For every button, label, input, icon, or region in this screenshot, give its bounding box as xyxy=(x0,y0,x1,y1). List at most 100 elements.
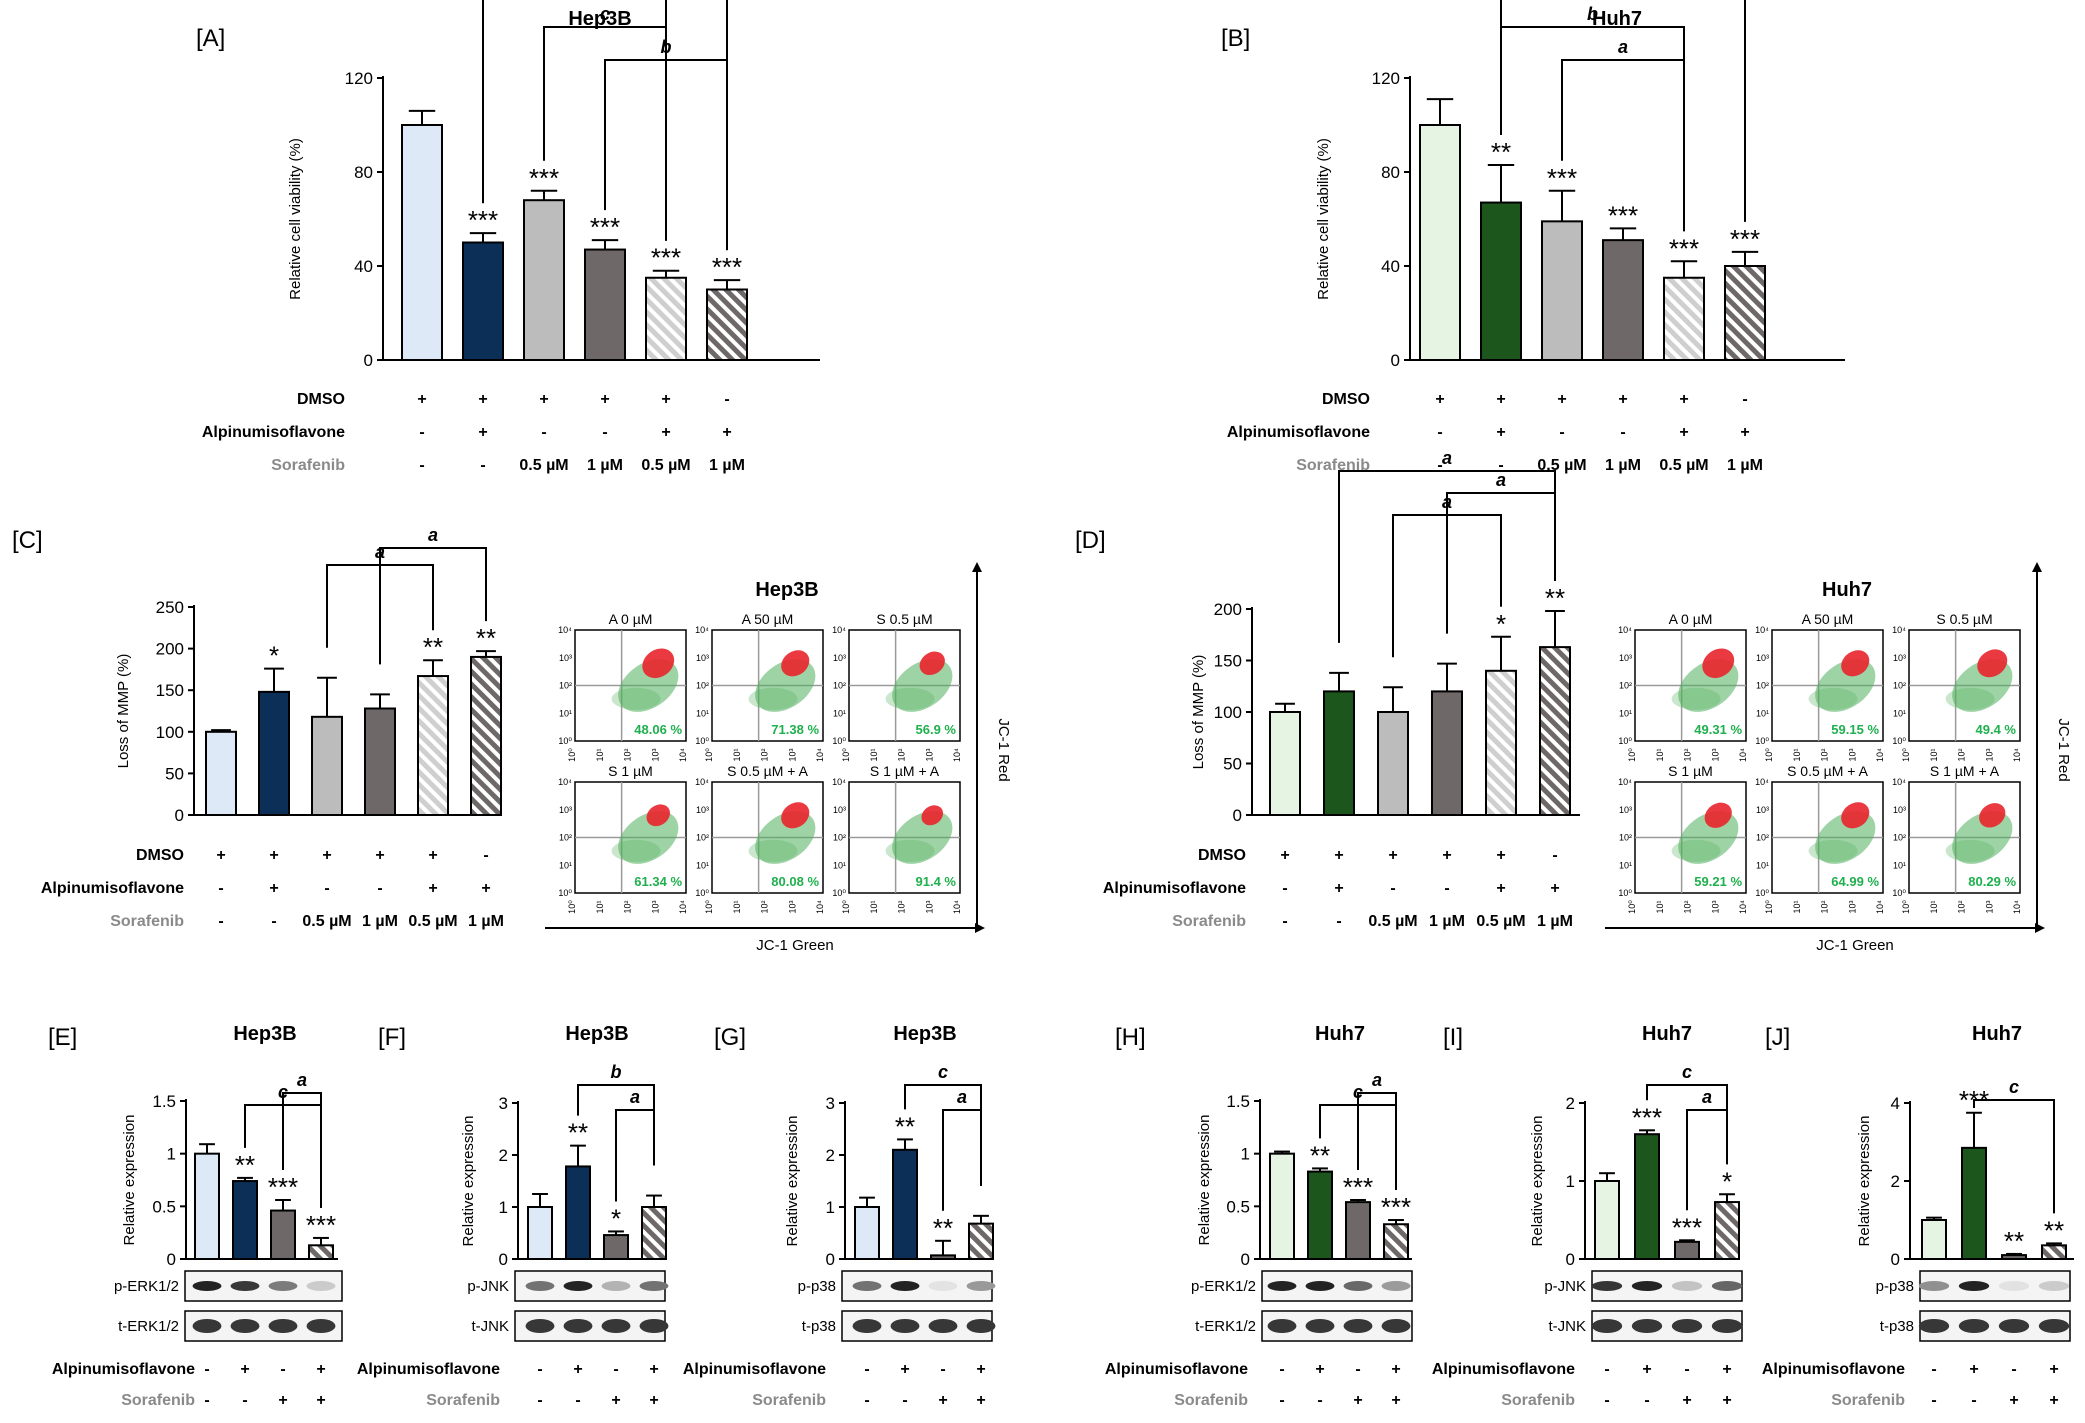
panel-label: [C] xyxy=(12,527,43,554)
panel-label: [I] xyxy=(1443,1024,1463,1051)
flow-x-tick: 10² xyxy=(760,900,770,913)
blot-band xyxy=(525,1319,555,1333)
blot-band xyxy=(1343,1319,1373,1333)
flow-plot-title: S 1 µM xyxy=(1668,763,1713,779)
treatment-value: + xyxy=(1618,391,1627,408)
bar xyxy=(1602,239,1644,361)
treatment-value: + xyxy=(2049,1392,2058,1409)
treatment-value: + xyxy=(216,847,225,864)
blot-band xyxy=(1958,1281,1990,1291)
treatment-value: 0.5 µM xyxy=(1659,457,1708,474)
y-tick-label: 120 xyxy=(1372,69,1400,88)
treatment-value: + xyxy=(478,424,487,441)
treatment-value: - xyxy=(1604,1392,1609,1409)
flow-x-tick: 10³ xyxy=(650,900,660,913)
significance-star: *** xyxy=(712,252,742,282)
treatment-row-label: Sorafenib xyxy=(271,457,345,474)
significance-bracket xyxy=(1500,0,1746,222)
flow-x-tick: 10² xyxy=(1683,748,1693,761)
flow-x-label: JC-1 Green xyxy=(1816,937,1894,954)
flow-y-tick: 10⁰ xyxy=(1755,736,1769,746)
blot-band xyxy=(966,1281,996,1291)
flow-x-tick: 10⁴ xyxy=(2012,748,2022,762)
blot-label: p-ERK1/2 xyxy=(1191,1278,1256,1295)
blot-band xyxy=(1631,1319,1663,1333)
y-tick-label: 150 xyxy=(1214,652,1242,671)
treatment-value: + xyxy=(417,391,426,408)
significance-bracket xyxy=(282,1092,322,1208)
flow-y-tick: 10² xyxy=(696,833,709,843)
treatment-value: 0.5 µM xyxy=(302,913,351,930)
flow-y-tick: 10¹ xyxy=(833,860,846,870)
flow-y-tick: 10² xyxy=(1893,681,1906,691)
flow-percent: 71.38 % xyxy=(771,722,819,737)
treatment-value: - xyxy=(537,1361,542,1378)
y-tick-label: 100 xyxy=(1214,703,1242,722)
significance-star: *** xyxy=(268,1172,298,1202)
blot-band xyxy=(1998,1319,2030,1333)
flow-x-tick: 10⁰ xyxy=(567,900,577,914)
treatment-row-label: Alpinumisoflavone xyxy=(1762,1361,1905,1378)
treatment-value: - xyxy=(204,1392,209,1409)
blot-band xyxy=(306,1281,336,1291)
flow-x-tick: 10² xyxy=(760,748,770,761)
treatment-value: 1 µM xyxy=(1429,913,1465,930)
significance-star: ** xyxy=(235,1150,255,1180)
significance-bracket xyxy=(482,0,667,241)
bar xyxy=(968,1222,994,1261)
flow-x-tick: 10² xyxy=(1957,900,1967,913)
blot-band xyxy=(852,1319,882,1333)
treatment-value: 0.5 µM xyxy=(1476,913,1525,930)
flow-plot-title: A 50 µM xyxy=(1802,611,1854,627)
blot-label: p-p38 xyxy=(798,1278,836,1295)
flow-green-scatter xyxy=(885,687,935,710)
flow-percent: 59.21 % xyxy=(1694,874,1742,889)
treatment-value: - xyxy=(218,880,223,897)
treatment-value: 0.5 µM xyxy=(519,457,568,474)
blot-band xyxy=(563,1281,593,1291)
flow-x-tick: 10⁰ xyxy=(1901,900,1911,914)
bar xyxy=(1345,1201,1371,1260)
treatment-value: - xyxy=(218,913,223,930)
flow-green-cloud xyxy=(618,811,679,864)
significance-star: ** xyxy=(1491,137,1511,167)
treatment-value: + xyxy=(1740,424,1749,441)
y-axis-label: Relative expression xyxy=(1529,1116,1546,1247)
treatment-value: + xyxy=(1391,1392,1400,1409)
treatment-value: - xyxy=(419,424,424,441)
bar xyxy=(645,276,687,361)
flow-y-tick: 10⁴ xyxy=(1892,625,1906,635)
flow-percent: 80.29 % xyxy=(1968,874,2016,889)
flow-y-tick: 10⁰ xyxy=(695,888,709,898)
flow-y-tick: 10² xyxy=(833,833,846,843)
treatment-row-label: Alpinumisoflavone xyxy=(1227,424,1370,441)
bracket-label: c xyxy=(938,1062,948,1082)
treatment-row-label: Sorafenib xyxy=(1296,457,1370,474)
flow-plot-title: S 0.5 µM xyxy=(1936,611,1992,627)
panel-label: [D] xyxy=(1075,527,1106,554)
y-tick-label: 0.5 xyxy=(152,1197,176,1216)
panel-title: Hep3B xyxy=(565,1023,628,1045)
flow-y-tick: 10³ xyxy=(833,653,846,663)
treatment-value: + xyxy=(1682,1392,1691,1409)
significance-star: *** xyxy=(1669,233,1699,263)
treatment-value: - xyxy=(1317,1392,1322,1409)
significance-bracket xyxy=(604,59,728,251)
blot-band xyxy=(1711,1281,1743,1291)
significance-bracket xyxy=(1446,492,1556,634)
flow-x-tick: 10³ xyxy=(1710,900,1720,913)
bracket-label: a xyxy=(1442,448,1452,468)
y-tick-label: 150 xyxy=(156,681,184,700)
panel-label: [A] xyxy=(196,25,225,52)
panel-label: [G] xyxy=(714,1024,746,1051)
y-tick-label: 200 xyxy=(156,640,184,659)
treatment-value: + xyxy=(2049,1361,2058,1378)
significance-bracket xyxy=(615,1109,655,1202)
flow-red-cluster xyxy=(919,651,945,676)
treatment-value: - xyxy=(1279,1392,1284,1409)
flow-x-tick: 10⁴ xyxy=(678,900,688,914)
flow-percent: 59.15 % xyxy=(1831,722,1879,737)
flow-x-tick: 10³ xyxy=(1847,900,1857,913)
treatment-row-label: Alpinumisoflavone xyxy=(1432,1361,1575,1378)
